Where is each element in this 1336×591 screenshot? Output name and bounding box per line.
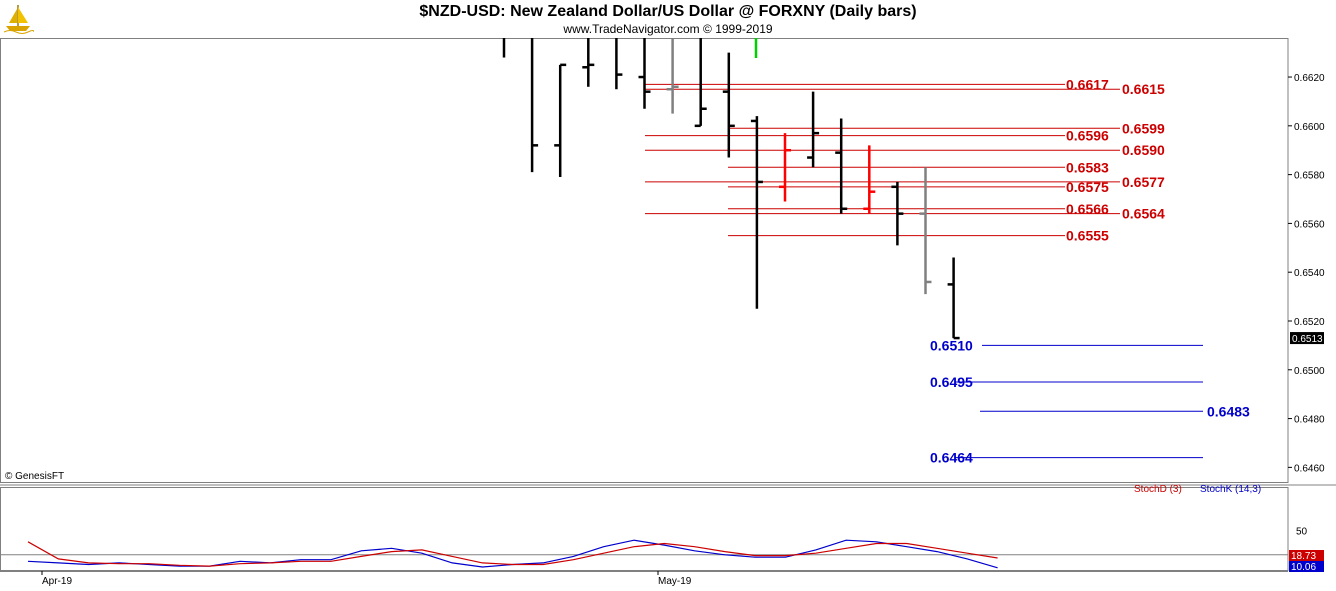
resistance-label: 0.6566 xyxy=(1066,201,1109,217)
stoch-tick-label: 50 xyxy=(1296,527,1308,538)
stoch-d-value: 18.73 xyxy=(1291,551,1316,562)
price-tick-label: 0.6520 xyxy=(1294,317,1325,328)
resistance-label: 0.6577 xyxy=(1122,174,1165,190)
chart-header: $NZD-USD: New Zealand Dollar/US Dollar @… xyxy=(0,0,1336,38)
resistance-label: 0.6617 xyxy=(1066,76,1109,92)
ship-logo-icon xyxy=(2,2,35,34)
price-tick-label: 0.6620 xyxy=(1294,73,1325,84)
price-tick-label: 0.6480 xyxy=(1294,415,1325,426)
price-tick-label: 0.6460 xyxy=(1294,463,1325,474)
chart-subtitle: www.TradeNavigator.com © 1999-2019 xyxy=(563,22,773,36)
resistance-label: 0.6555 xyxy=(1066,228,1109,244)
price-tick-label: 0.6600 xyxy=(1294,122,1325,133)
price-tick-label: 0.6560 xyxy=(1294,219,1325,230)
support-label: 0.6495 xyxy=(930,374,973,390)
chart-title: $NZD-USD: New Zealand Dollar/US Dollar @… xyxy=(419,3,917,20)
last-price-label: 0.6513 xyxy=(1292,334,1323,345)
stoch-series-line xyxy=(27,539,998,569)
support-label: 0.6483 xyxy=(1207,403,1250,419)
price-tick-label: 0.6540 xyxy=(1294,268,1325,279)
stochastic-panel-frame xyxy=(0,487,1289,571)
resistance-label: 0.6583 xyxy=(1066,159,1109,175)
last-price-box xyxy=(1290,332,1324,345)
stoch-legend-k: StochK (14,3) xyxy=(1200,484,1261,495)
support-label: 0.6464 xyxy=(930,450,973,466)
date-tick-label: May-19 xyxy=(658,576,692,587)
resistance-label: 0.6575 xyxy=(1066,179,1109,195)
stoch-k-value: 10.06 xyxy=(1291,562,1316,573)
stoch-series-line xyxy=(27,541,998,567)
price-tick-label: 0.6580 xyxy=(1294,171,1325,182)
resistance-label: 0.6590 xyxy=(1122,142,1165,158)
support-label: 0.6510 xyxy=(930,337,973,353)
stoch-k-value-box xyxy=(1289,561,1324,572)
stoch-legend-d: StochD (3) xyxy=(1134,484,1182,495)
resistance-label: 0.6615 xyxy=(1122,81,1165,97)
date-tick-label: Apr-19 xyxy=(42,576,72,587)
resistance-label: 0.6596 xyxy=(1066,128,1109,144)
stoch-d-value-box xyxy=(1289,550,1324,561)
resistance-label: 0.6599 xyxy=(1122,120,1165,136)
price-tick-label: 0.6500 xyxy=(1294,366,1325,377)
resistance-label: 0.6564 xyxy=(1122,206,1165,222)
copyright-label: © GenesisFT xyxy=(5,471,64,482)
